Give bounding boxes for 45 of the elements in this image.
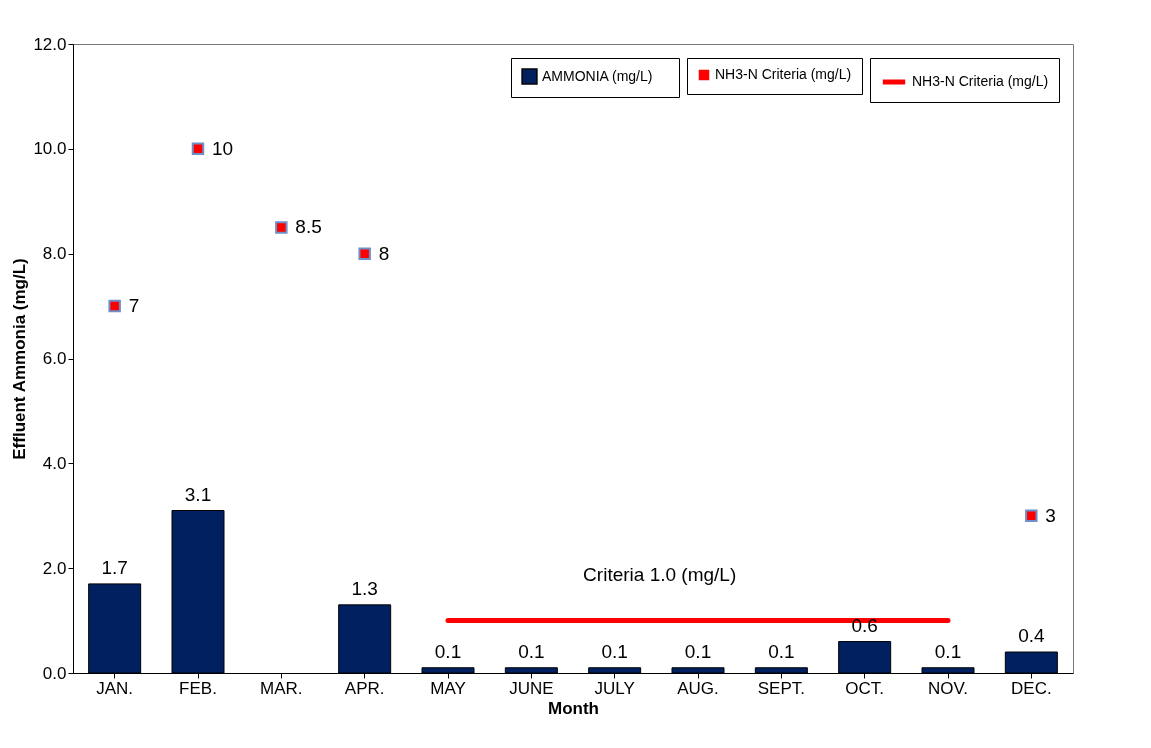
data-label: 8.5 [295,216,322,238]
data-label: 0.1 [434,640,462,662]
data-label: 8 [378,242,390,264]
data-label: 7 [128,295,140,317]
point [1025,509,1038,522]
x-tick-label: JULY [594,678,635,698]
data-label: 3.1 [184,483,212,505]
data-label: 0.1 [518,640,545,662]
point [191,142,205,156]
y-tick-label: 4.0 [42,453,67,473]
x-tick-label: JAN. [96,678,134,698]
y-tick-label: 2.0 [42,558,67,578]
point [358,247,371,260]
data-label: 0.1 [934,640,962,662]
y-tick-label: 10.0 [33,139,67,159]
data-label: 3 [1045,504,1056,526]
x-tick-label: MAR. [260,678,303,698]
point [108,299,121,313]
data-label: 0.1 [684,640,712,662]
data-label: 10 [212,137,234,159]
x-tick-label: FEB. [179,678,217,698]
data-label: 0.1 [601,640,628,662]
y-axis-title: Effluent Ammonia (mg/L) [10,258,30,460]
x-tick-label: SEPT. [757,678,805,698]
y-tick-label: 6.0 [42,349,67,368]
x-tick-label: MAY [430,678,466,698]
point [275,221,288,234]
data-label: 1.3 [351,577,378,599]
y-tick-label: 12.0 [33,34,67,54]
legend-label: AMMONIA (mg/L) [542,67,653,84]
legend-label: NH3-N Criteria (mg/L) [715,66,852,82]
y-tick-label: 0.0 [42,663,67,683]
x-tick-label: JUNE [509,678,554,698]
data-label: 1.7 [101,556,128,578]
x-tick-label: OCT. [845,678,885,698]
x-tick-label: AUG. [677,678,719,698]
y-tick-label: 8.0 [42,244,67,264]
data-label: 0.4 [1018,625,1045,647]
legend-label: NH3-N Criteria (mg/L) [912,73,1049,89]
x-axis-title: Month [548,698,599,718]
x-tick-label: NOV. [927,678,969,698]
data-label: 0.1 [768,640,795,662]
x-tick-label: APR. [344,678,385,698]
annotation: Criteria 1.0 (mg/L) [583,563,737,585]
x-tick-label: DEC. [1011,678,1052,698]
